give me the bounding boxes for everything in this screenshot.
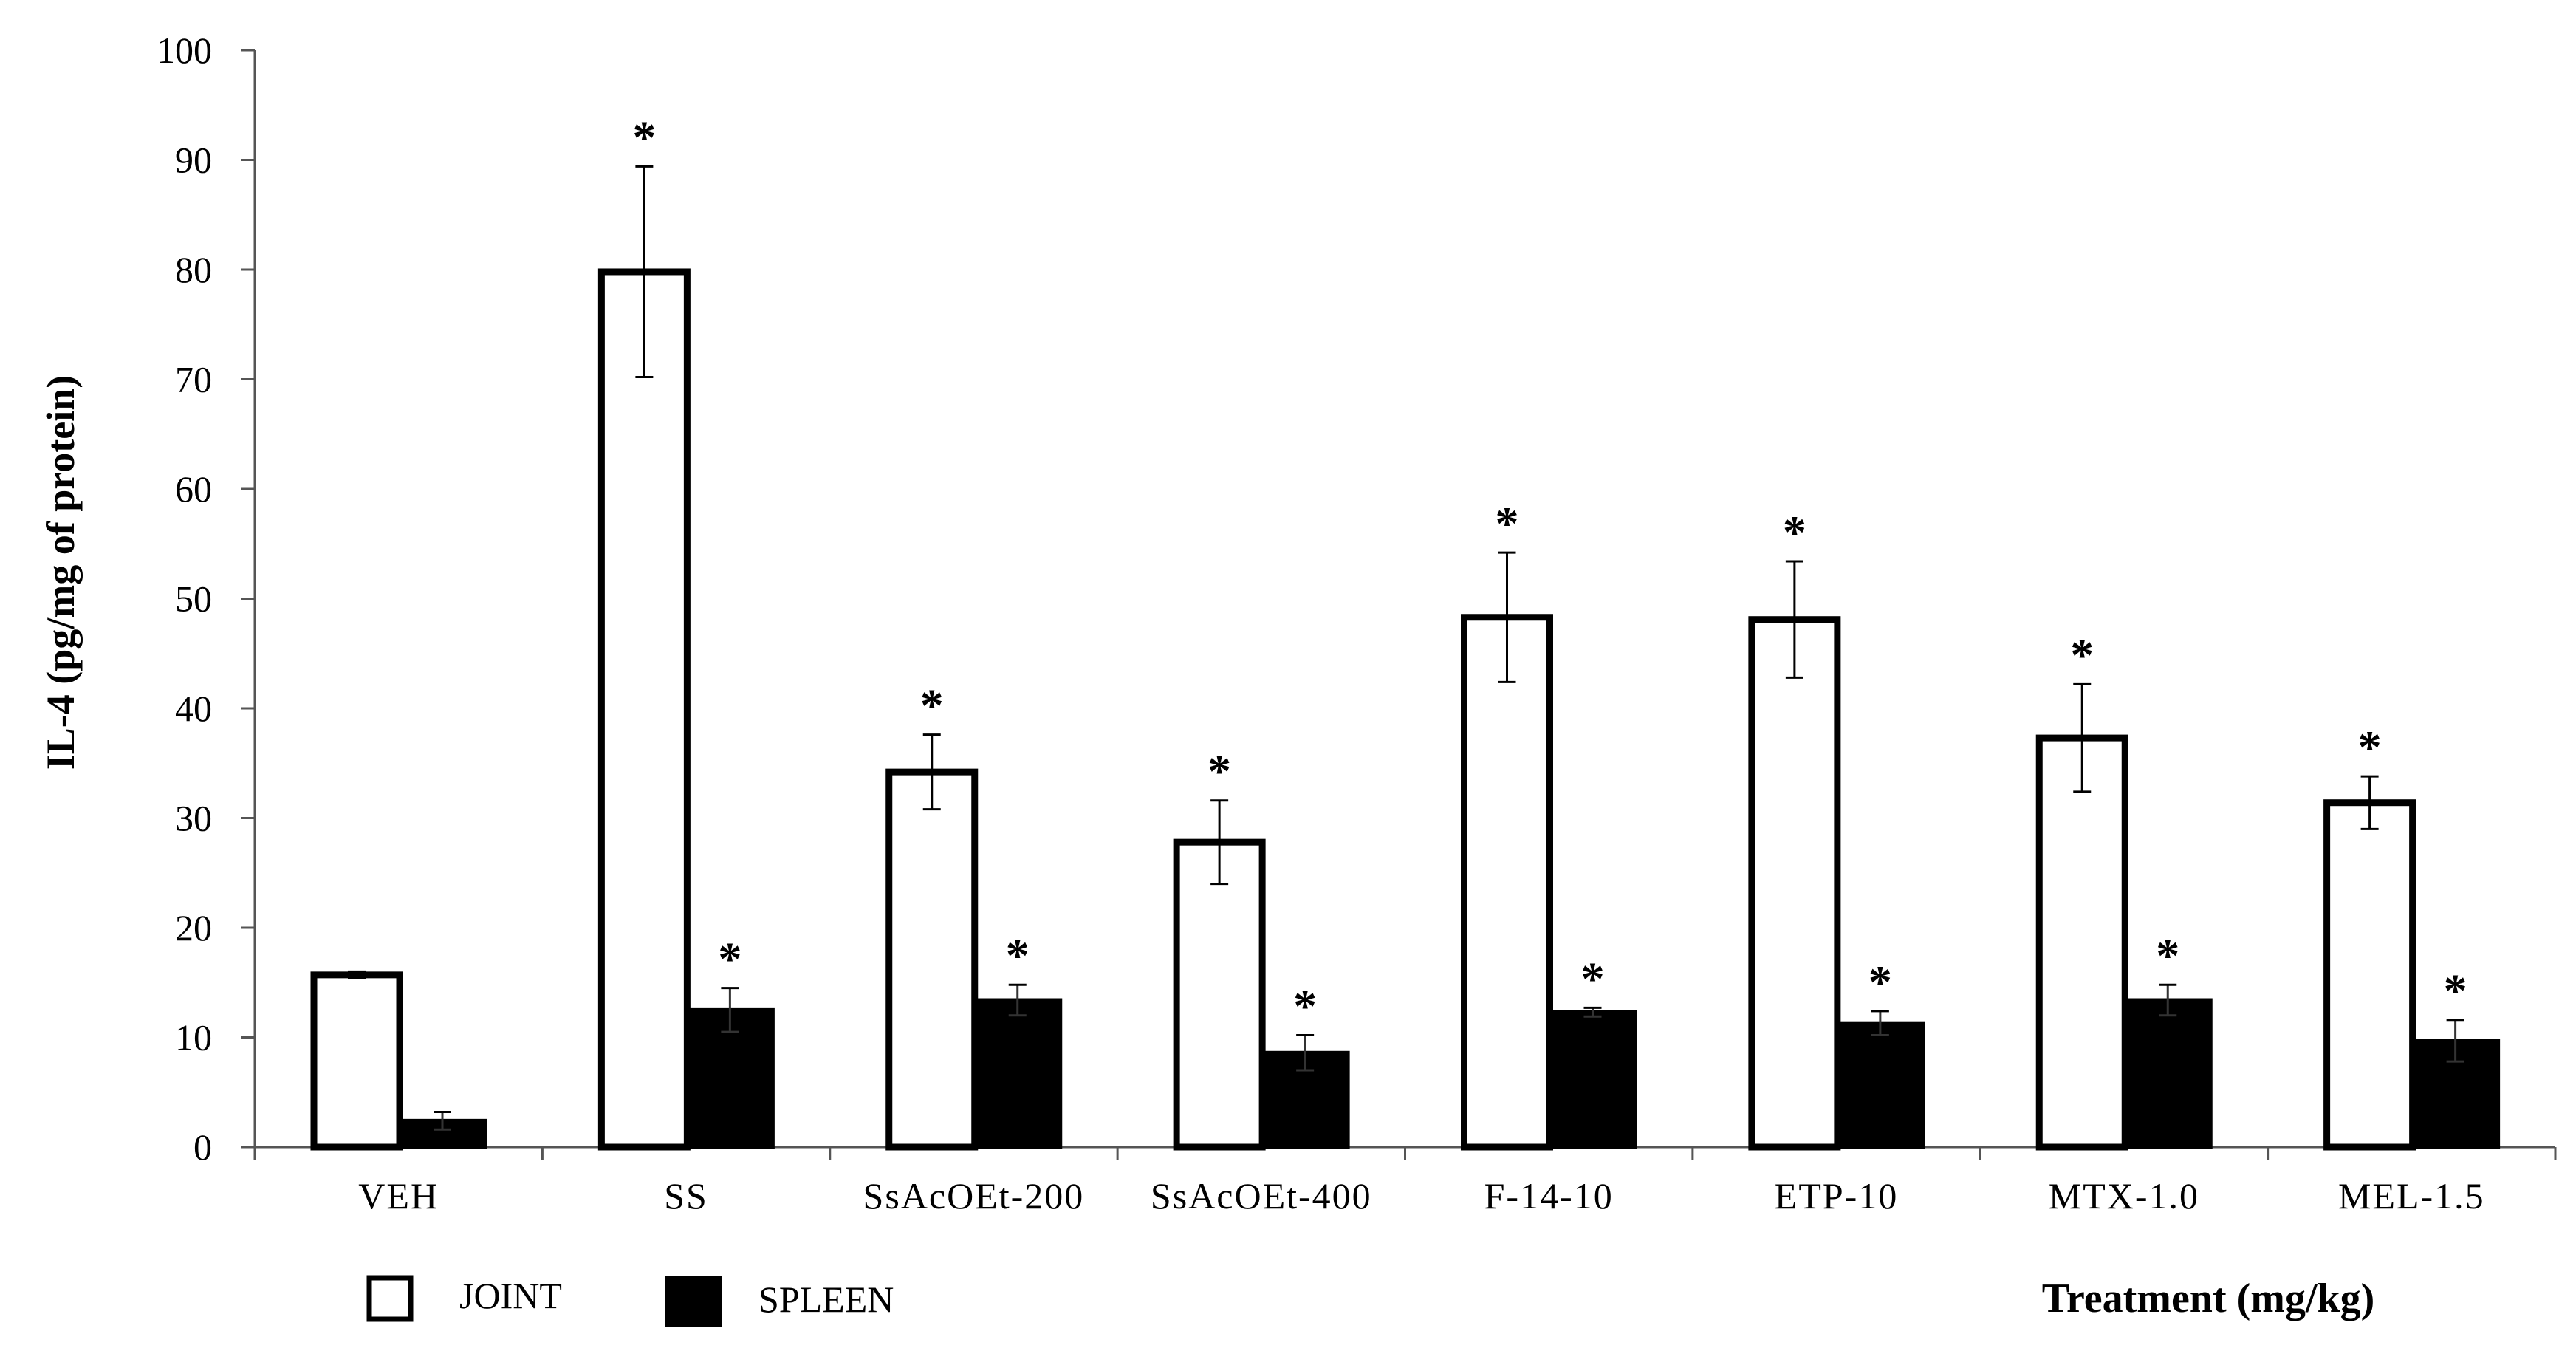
y-tick-label: 90 <box>175 140 212 181</box>
x-axis-label: Treatment (mg/kg) <box>2042 1276 2375 1321</box>
bar-joint-ss <box>597 268 691 1151</box>
y-tick-label: 100 <box>157 30 212 71</box>
bar-joint-mel-1.5 <box>2323 799 2416 1151</box>
significance-marker: * <box>1293 980 1317 1033</box>
axes: 0 10 20 30 40 50 60 70 80 90 100 <box>157 30 2557 1168</box>
significance-marker: * <box>632 111 656 163</box>
x-tick-label: MEL-1.5 <box>2338 1175 2485 1217</box>
legend: JOINT SPLEEN <box>366 1275 894 1327</box>
significance-marker: * <box>2070 629 2094 681</box>
legend-label-spleen: SPLEEN <box>758 1279 894 1320</box>
y-tick-label: 80 <box>175 249 212 290</box>
bar-joint-f-14-10 <box>1461 614 1553 1151</box>
significance-marker: * <box>1208 745 1231 798</box>
y-tick-label: 0 <box>193 1126 212 1168</box>
y-tick-label: 30 <box>175 798 212 839</box>
legend-label-joint: JOINT <box>459 1275 562 1316</box>
significance-marker: * <box>920 680 944 732</box>
bar-joint-veh <box>310 971 403 1151</box>
bar-spleen-f-14-10 <box>1548 1010 1637 1149</box>
x-tick-label: ETP-10 <box>1775 1175 1899 1217</box>
significance-marker: * <box>2444 965 2467 1017</box>
x-tick-label: SS <box>664 1175 708 1217</box>
bar-spleen-ssacoet-200 <box>973 998 1063 1149</box>
significance-marker: * <box>2156 929 2179 982</box>
significance-marker: * <box>1006 929 1030 982</box>
x-tick-label: F-14-10 <box>1484 1175 1614 1217</box>
bars <box>310 165 2501 1151</box>
significance-marker: * <box>1581 952 1605 1005</box>
y-tick-label: 10 <box>175 1017 212 1058</box>
y-tick-label: 60 <box>175 468 212 510</box>
y-tick-label: 40 <box>175 688 212 729</box>
y-axis-label: IL-4 (pg/mg of protein) <box>38 375 83 770</box>
bar-joint-ssacoet-400 <box>1173 838 1266 1151</box>
bar-spleen-mtx-1.0 <box>2123 998 2213 1149</box>
significance-marker: * <box>1868 956 1892 1008</box>
significance-marker: * <box>1496 497 1519 550</box>
y-tick-label: 50 <box>175 578 212 620</box>
legend-swatch-joint <box>366 1275 414 1322</box>
x-tick-label: SsAcOEt-400 <box>1151 1175 1372 1217</box>
significance-marker: * <box>2358 721 2382 773</box>
y-tick-label: 20 <box>175 907 212 948</box>
bar-joint-ssacoet-200 <box>886 768 979 1151</box>
bar-spleen-etp-10 <box>1835 1021 1925 1149</box>
significance-marker: * <box>1783 506 1806 558</box>
x-tick-label: SsAcOEt-200 <box>863 1175 1085 1217</box>
labels: VEH SS * * SsAcOEt-200 * * SsAcOEt-400 * * F-14-10… <box>358 111 2485 1217</box>
x-tick-label: VEH <box>358 1175 439 1217</box>
legend-swatch-spleen <box>665 1276 722 1327</box>
bar-joint-etp-10 <box>1748 616 1841 1151</box>
y-tick-label: 70 <box>175 359 212 400</box>
bar-joint-mtx-1.0 <box>2035 734 2128 1151</box>
x-tick-label: MTX-1.0 <box>2049 1175 2199 1217</box>
significance-marker: * <box>718 933 741 985</box>
